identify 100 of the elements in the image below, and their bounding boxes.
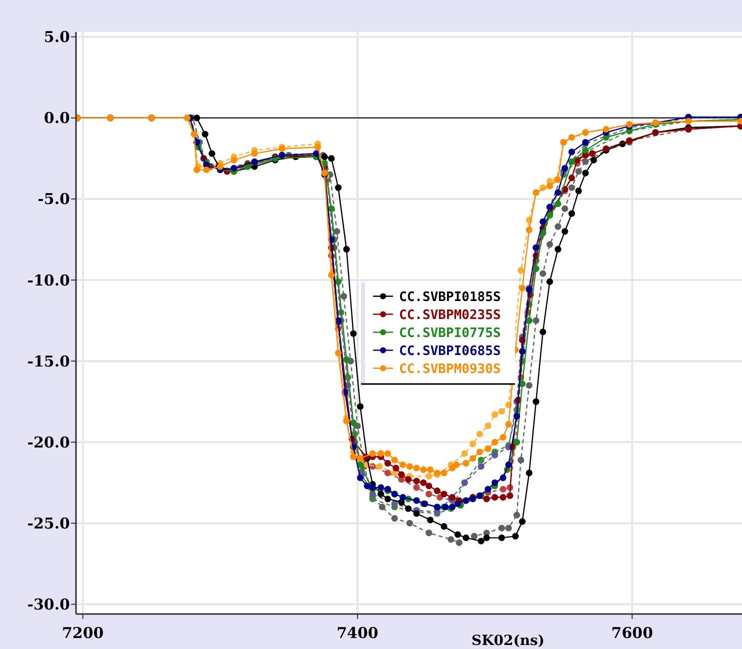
point	[532, 398, 540, 405]
point	[378, 490, 384, 498]
x-tick-label: 7200	[62, 624, 104, 642]
point	[498, 534, 505, 542]
point	[505, 462, 512, 468]
point	[582, 170, 589, 176]
point	[202, 130, 208, 138]
point	[492, 452, 498, 458]
point	[314, 144, 321, 150]
point	[554, 189, 562, 196]
point	[453, 462, 460, 468]
point	[554, 246, 562, 253]
point	[492, 438, 498, 446]
point	[484, 445, 492, 452]
point	[436, 494, 444, 501]
point	[328, 205, 335, 212]
point	[554, 223, 562, 230]
point	[500, 434, 506, 441]
point	[500, 494, 506, 501]
y-tick-label: -20.0	[27, 433, 70, 452]
point	[413, 464, 420, 472]
point	[426, 472, 432, 480]
point	[251, 150, 258, 157]
y-tick-label: -15.0	[27, 352, 70, 370]
point	[420, 466, 427, 474]
legend-label: CC.SVBPI0185S	[399, 290, 501, 305]
point	[405, 476, 412, 483]
point	[378, 484, 384, 491]
y-tick-label: -5.0	[38, 190, 70, 208]
point	[513, 412, 520, 420]
x-tick-label: 7600	[611, 624, 654, 642]
point	[546, 241, 554, 248]
point	[540, 270, 546, 277]
point	[194, 114, 200, 122]
y-tick-label: 5.0	[44, 28, 70, 46]
point	[518, 284, 526, 292]
point	[384, 460, 392, 467]
point	[484, 486, 492, 492]
point	[492, 479, 498, 486]
point	[434, 487, 440, 494]
point	[334, 228, 340, 235]
y-tick-label: -30.0	[27, 596, 70, 614]
point	[384, 496, 392, 502]
point	[456, 539, 462, 546]
point	[568, 174, 576, 182]
legend-label: CC.SVBPM0930S	[399, 362, 501, 377]
point	[391, 515, 398, 522]
point	[340, 292, 348, 300]
point	[364, 482, 370, 490]
point	[426, 482, 432, 490]
point	[568, 184, 576, 191]
point	[328, 272, 335, 278]
x-tick-label: 7400	[336, 624, 378, 642]
point	[568, 134, 576, 141]
point	[334, 184, 342, 191]
point	[575, 168, 582, 175]
point	[505, 524, 512, 532]
point	[426, 466, 434, 474]
point	[328, 155, 335, 162]
point	[590, 156, 597, 164]
y-tick-label: 0.0	[44, 109, 70, 128]
point	[405, 505, 412, 512]
point	[391, 500, 398, 508]
point	[526, 470, 532, 476]
point	[532, 265, 540, 272]
point	[568, 210, 576, 217]
point	[462, 497, 470, 504]
point	[476, 448, 484, 456]
legend-label: CC.SVBPI0685S	[399, 344, 501, 359]
x-axis-title: SK02(ns)	[471, 633, 545, 649]
point	[208, 150, 216, 157]
point	[343, 418, 350, 424]
point	[426, 530, 432, 536]
point	[568, 158, 576, 165]
point	[602, 126, 610, 133]
point	[505, 421, 512, 428]
point	[518, 348, 526, 355]
point	[334, 278, 342, 285]
point	[513, 512, 520, 518]
point	[498, 524, 505, 532]
point	[506, 492, 514, 499]
point	[492, 411, 498, 418]
point	[400, 462, 406, 468]
point	[356, 403, 364, 410]
point	[526, 226, 532, 234]
point	[426, 490, 432, 498]
point	[462, 460, 470, 467]
point	[483, 534, 490, 542]
point	[461, 450, 468, 457]
point	[546, 182, 554, 190]
y-tick-label: -10.0	[27, 271, 70, 290]
point	[230, 156, 238, 164]
point	[413, 484, 420, 491]
point	[562, 205, 568, 212]
point	[568, 148, 576, 156]
y-tick-label: -25.0	[27, 514, 70, 532]
point	[526, 317, 532, 324]
point	[426, 516, 434, 524]
point	[532, 317, 540, 324]
point	[448, 536, 454, 543]
